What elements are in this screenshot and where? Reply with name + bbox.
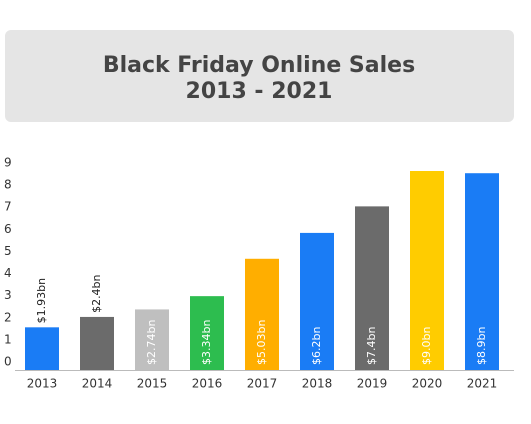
value-label: $5.03bn — [255, 320, 268, 365]
value-label: $1.93bn — [35, 278, 48, 323]
value-label: $6.2bn — [310, 327, 323, 365]
chart-subtitle: 2013 - 2021 — [186, 79, 333, 104]
title-box — [5, 30, 514, 122]
bar — [135, 309, 169, 370]
value-label: $3.34bn — [200, 320, 213, 365]
bar — [465, 173, 499, 370]
bar — [300, 232, 334, 370]
x-tick-label: 2020 — [412, 377, 443, 391]
value-label: $2.4bn — [90, 274, 103, 312]
bar — [80, 316, 114, 370]
y-tick-label: 5 — [4, 244, 12, 258]
y-tick-label: 0 — [4, 355, 12, 369]
x-tick-label: 2021 — [467, 377, 498, 391]
x-tick-label: 2017 — [247, 377, 278, 391]
x-tick-label: 2013 — [27, 377, 58, 391]
value-label: $9.0bn — [420, 327, 433, 365]
x-tick-label: 2019 — [357, 377, 388, 391]
x-tick-label: 2014 — [82, 377, 113, 391]
y-tick-label: 9 — [4, 156, 12, 170]
chart-title: Black Friday Online Sales — [103, 53, 415, 78]
y-tick-label: 8 — [4, 178, 12, 192]
x-tick-label: 2016 — [192, 377, 223, 391]
bar — [355, 206, 389, 370]
value-label: $8.9bn — [475, 327, 488, 365]
y-tick-label: 2 — [4, 310, 12, 324]
y-tick-label: 7 — [4, 200, 12, 214]
bar — [410, 171, 444, 370]
y-tick-label: 1 — [4, 332, 12, 346]
bar — [190, 296, 224, 370]
y-tick-label: 3 — [4, 288, 12, 302]
x-tick-label: 2015 — [137, 377, 168, 391]
y-tick-label: 6 — [4, 222, 12, 236]
value-label: $2.74bn — [145, 320, 158, 365]
y-tick-label: 4 — [4, 266, 12, 280]
bar — [245, 258, 279, 370]
bar — [25, 327, 59, 370]
value-label: $7.4bn — [365, 327, 378, 365]
x-tick-label: 2018 — [302, 377, 333, 391]
